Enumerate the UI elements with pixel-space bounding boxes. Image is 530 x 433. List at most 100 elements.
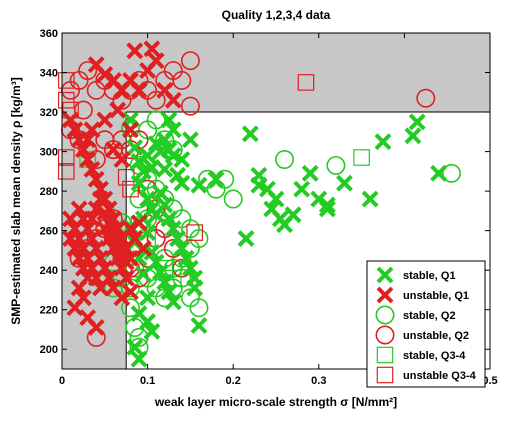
data-point-0-69 (181, 131, 199, 149)
data-point-3-42 (416, 88, 436, 108)
data-point-1-29 (70, 200, 88, 218)
data-point-0-26 (190, 317, 208, 334)
data-point-0-66 (207, 170, 225, 188)
data-point-5-7 (186, 224, 203, 241)
data-point-0-41 (139, 313, 157, 330)
data-point-0-59 (336, 174, 353, 192)
data-point-1-67 (79, 131, 97, 149)
data-point-1-69 (96, 111, 114, 129)
data-point-0-57 (318, 196, 336, 214)
data-point-3-15 (180, 96, 200, 116)
data-point-1-4 (79, 151, 97, 168)
data-point-1-81 (122, 283, 139, 301)
x-tick-label-2: 0.2 (226, 375, 241, 387)
data-point-1-48 (109, 249, 127, 267)
data-point-0-31 (152, 263, 169, 281)
data-point-0-20 (169, 230, 186, 247)
legend-label-3: unstable, Q2 (403, 330, 469, 342)
data-point-0-54 (293, 180, 311, 198)
data-point-2-12 (223, 189, 243, 209)
data-point-5-3 (57, 149, 75, 166)
data-point-1-43 (87, 200, 105, 218)
data-point-3-14 (172, 70, 192, 90)
legend-marker-5 (376, 366, 394, 384)
legend-label-2: stable, Q2 (403, 310, 456, 322)
series-1 (62, 40, 182, 336)
data-point-1-5 (83, 160, 101, 178)
data-point-1-0 (62, 111, 79, 129)
y-tick-label-0: 200 (40, 344, 58, 356)
data-point-1-46 (100, 230, 118, 247)
y-tick-label-2: 240 (40, 265, 58, 277)
data-point-0-17 (156, 196, 174, 214)
data-point-5-1 (57, 91, 75, 109)
y-tick-label-7: 340 (40, 68, 58, 80)
data-point-1-66 (164, 91, 182, 109)
data-point-0-30 (147, 253, 165, 271)
axes-frame (61, 32, 491, 370)
data-point-0-34 (164, 293, 182, 311)
data-point-1-50 (117, 269, 135, 287)
data-point-0-3 (134, 162, 152, 180)
data-point-0-65 (237, 230, 255, 247)
data-point-0-13 (139, 190, 157, 208)
legend-marker-0 (376, 266, 394, 284)
data-point-0-33 (160, 283, 178, 301)
data-point-1-71 (109, 101, 127, 119)
data-point-1-42 (83, 210, 101, 228)
x-tick-label-0: 0 (59, 375, 65, 387)
legend-marker-4 (376, 346, 394, 364)
data-point-0-38 (134, 265, 152, 283)
data-point-0-73 (130, 174, 148, 192)
data-point-0-55 (301, 164, 319, 182)
data-point-1-74 (70, 279, 88, 297)
y-tick-label-1: 220 (40, 305, 58, 317)
legend: stable, Q1 unstable, Q1 stable, Q2 unstable… (366, 260, 486, 388)
data-point-1-1 (66, 121, 84, 139)
data-point-2-34 (326, 155, 346, 175)
x-tick-label-5: 0.5 (482, 375, 497, 387)
data-point-1-60 (130, 81, 148, 99)
chart-title: Quality 1,2,3,4 data (222, 8, 331, 22)
data-point-0-32 (156, 273, 174, 291)
data-point-0-12 (173, 174, 191, 192)
data-point-1-64 (126, 42, 144, 60)
data-point-2-21 (120, 298, 140, 318)
data-point-1-34 (92, 249, 109, 267)
legend-label-4: stable, Q3-4 (403, 350, 466, 362)
data-point-0-63 (408, 113, 426, 131)
data-point-0-25 (186, 279, 204, 297)
data-point-1-39 (70, 249, 88, 267)
legend-label-1: unstable, Q1 (403, 290, 469, 302)
data-point-1-35 (96, 259, 114, 277)
data-point-0-10 (164, 147, 182, 164)
data-point-1-44 (92, 190, 109, 208)
data-point-3-2 (73, 100, 93, 120)
legend-label-0: stable, Q1 (403, 270, 456, 282)
data-point-0-29 (143, 243, 161, 261)
data-point-0-22 (177, 249, 195, 267)
data-point-1-53 (130, 214, 148, 232)
data-point-1-68 (83, 121, 101, 139)
data-point-0-19 (164, 220, 182, 238)
data-point-0-71 (164, 121, 182, 139)
data-point-0-68 (173, 151, 191, 168)
data-point-0-67 (190, 176, 208, 194)
data-point-2-24 (129, 337, 149, 357)
data-points (57, 40, 461, 368)
data-point-2-46 (146, 110, 166, 130)
data-point-1-76 (66, 299, 84, 317)
series-0 (122, 111, 448, 368)
data-point-0-18 (160, 210, 178, 228)
data-point-1-40 (74, 259, 92, 277)
series-5 (57, 72, 315, 241)
data-point-5-4 (57, 163, 75, 180)
data-point-1-73 (122, 121, 139, 139)
x-tick-label-3: 0.3 (311, 375, 326, 387)
legend-label-5: unstable Q3-4 (403, 370, 477, 382)
data-point-0-43 (130, 350, 148, 368)
data-point-1-54 (134, 240, 152, 257)
data-point-0-44 (126, 338, 144, 356)
y-tick-label-4: 280 (40, 186, 58, 198)
